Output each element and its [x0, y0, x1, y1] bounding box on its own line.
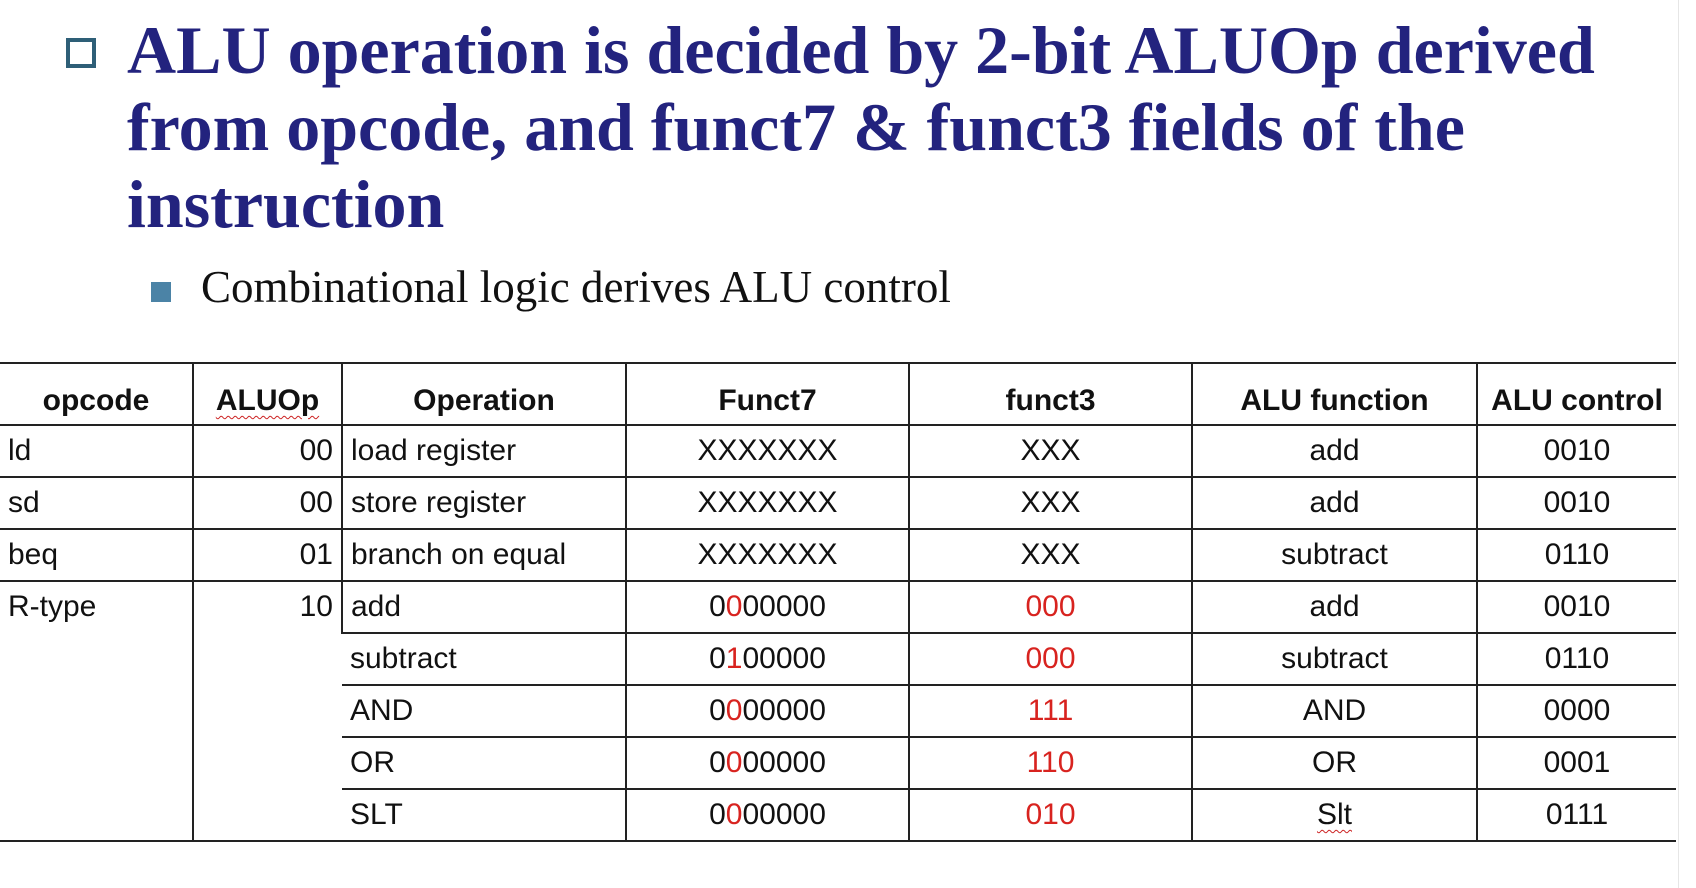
- funct3-cell: 000: [908, 633, 1192, 686]
- funct7-cell: 0000000: [625, 737, 909, 790]
- header-operation: Operation: [341, 362, 626, 426]
- aluop-cell: 01: [192, 529, 342, 582]
- aluop-cell: 10: [192, 581, 342, 842]
- opcode-cell: R-type: [0, 581, 193, 842]
- alu-function-cell: OR: [1191, 737, 1477, 790]
- table-row: sd 00 store register XXXXXXX XXX add 001…: [0, 477, 1676, 530]
- alu-function-cell: add: [1191, 425, 1477, 478]
- funct3-cell: 000: [908, 581, 1192, 634]
- operation-cell: add: [341, 581, 626, 634]
- title-bullet-icon: [66, 38, 96, 68]
- funct7-cell: XXXXXXX: [625, 477, 909, 530]
- alu-control-cell: 0000: [1476, 685, 1676, 738]
- header-funct7: Funct7: [625, 362, 909, 426]
- subtitle-bullet-icon: [151, 282, 171, 302]
- alu-function-cell: add: [1191, 477, 1477, 530]
- table-row: ld 00 load register XXXXXXX XXX add 0010: [0, 425, 1676, 478]
- slide-title: ALU operation is decided by 2-bit ALUOp …: [127, 12, 1595, 242]
- funct3-cell: 110: [908, 737, 1192, 790]
- operation-cell: subtract: [342, 633, 626, 686]
- operation-cell: store register: [341, 477, 626, 530]
- table-header-row: opcode ALUOp Operation Funct7 funct3 ALU…: [0, 362, 1676, 426]
- funct3-cell: 010: [908, 789, 1192, 842]
- alu-control-cell: 0001: [1476, 737, 1676, 790]
- header-alu-control: ALU control: [1476, 362, 1676, 426]
- alu-control-cell: 0111: [1476, 789, 1676, 842]
- funct7-cell: 0000000: [625, 789, 909, 842]
- operation-cell: branch on equal: [341, 529, 626, 582]
- funct3-cell: XXX: [908, 529, 1192, 582]
- alu-control-cell: 0010: [1476, 425, 1676, 478]
- operation-cell: AND: [342, 685, 626, 738]
- opcode-cell: ld: [0, 425, 193, 478]
- funct7-cell: 0000000: [625, 685, 909, 738]
- table-row: subtract 0100000 000 subtract 0110: [0, 633, 1676, 686]
- alu-function-cell: Slt: [1191, 789, 1477, 842]
- header-opcode: opcode: [0, 362, 193, 426]
- alu-control-cell: 0110: [1476, 529, 1676, 582]
- header-alu-function: ALU function: [1191, 362, 1477, 426]
- operation-cell: SLT: [342, 789, 626, 842]
- opcode-cell: sd: [0, 477, 193, 530]
- alu-control-cell: 0010: [1476, 581, 1676, 634]
- funct3-cell: 111: [908, 685, 1192, 738]
- table-row: R-type 10 add 0000000 000 add 0010: [0, 581, 1676, 842]
- alu-function-cell: subtract: [1191, 633, 1477, 686]
- alu-function-cell: AND: [1191, 685, 1477, 738]
- header-aluop: ALUOp: [192, 362, 342, 426]
- slide-edge: [1678, 0, 1679, 888]
- alu-function-cell: add: [1191, 581, 1477, 634]
- funct7-cell: XXXXXXX: [625, 529, 909, 582]
- header-funct3: funct3: [908, 362, 1192, 426]
- aluop-cell: 00: [192, 477, 342, 530]
- funct7-cell: XXXXXXX: [625, 425, 909, 478]
- opcode-cell: beq: [0, 529, 193, 582]
- alu-function-cell: subtract: [1191, 529, 1477, 582]
- table-row: SLT 0000000 010 Slt 0111: [0, 789, 1676, 842]
- subtitle: Combinational logic derives ALU control: [201, 262, 951, 312]
- table-row: AND 0000000 111 AND 0000: [0, 685, 1676, 738]
- alu-control-cell: 0010: [1476, 477, 1676, 530]
- table-row: beq 01 branch on equal XXXXXXX XXX subtr…: [0, 529, 1676, 582]
- funct3-cell: XXX: [908, 425, 1192, 478]
- funct3-cell: XXX: [908, 477, 1192, 530]
- operation-cell: OR: [342, 737, 626, 790]
- funct7-cell: 0100000: [625, 633, 909, 686]
- aluop-cell: 00: [192, 425, 342, 478]
- operation-cell: load register: [341, 425, 626, 478]
- alu-control-table: opcode ALUOp Operation Funct7 funct3 ALU…: [0, 362, 1676, 842]
- table-row: OR 0000000 110 OR 0001: [0, 737, 1676, 790]
- funct7-cell: 0000000: [625, 581, 909, 634]
- alu-control-cell: 0110: [1476, 633, 1676, 686]
